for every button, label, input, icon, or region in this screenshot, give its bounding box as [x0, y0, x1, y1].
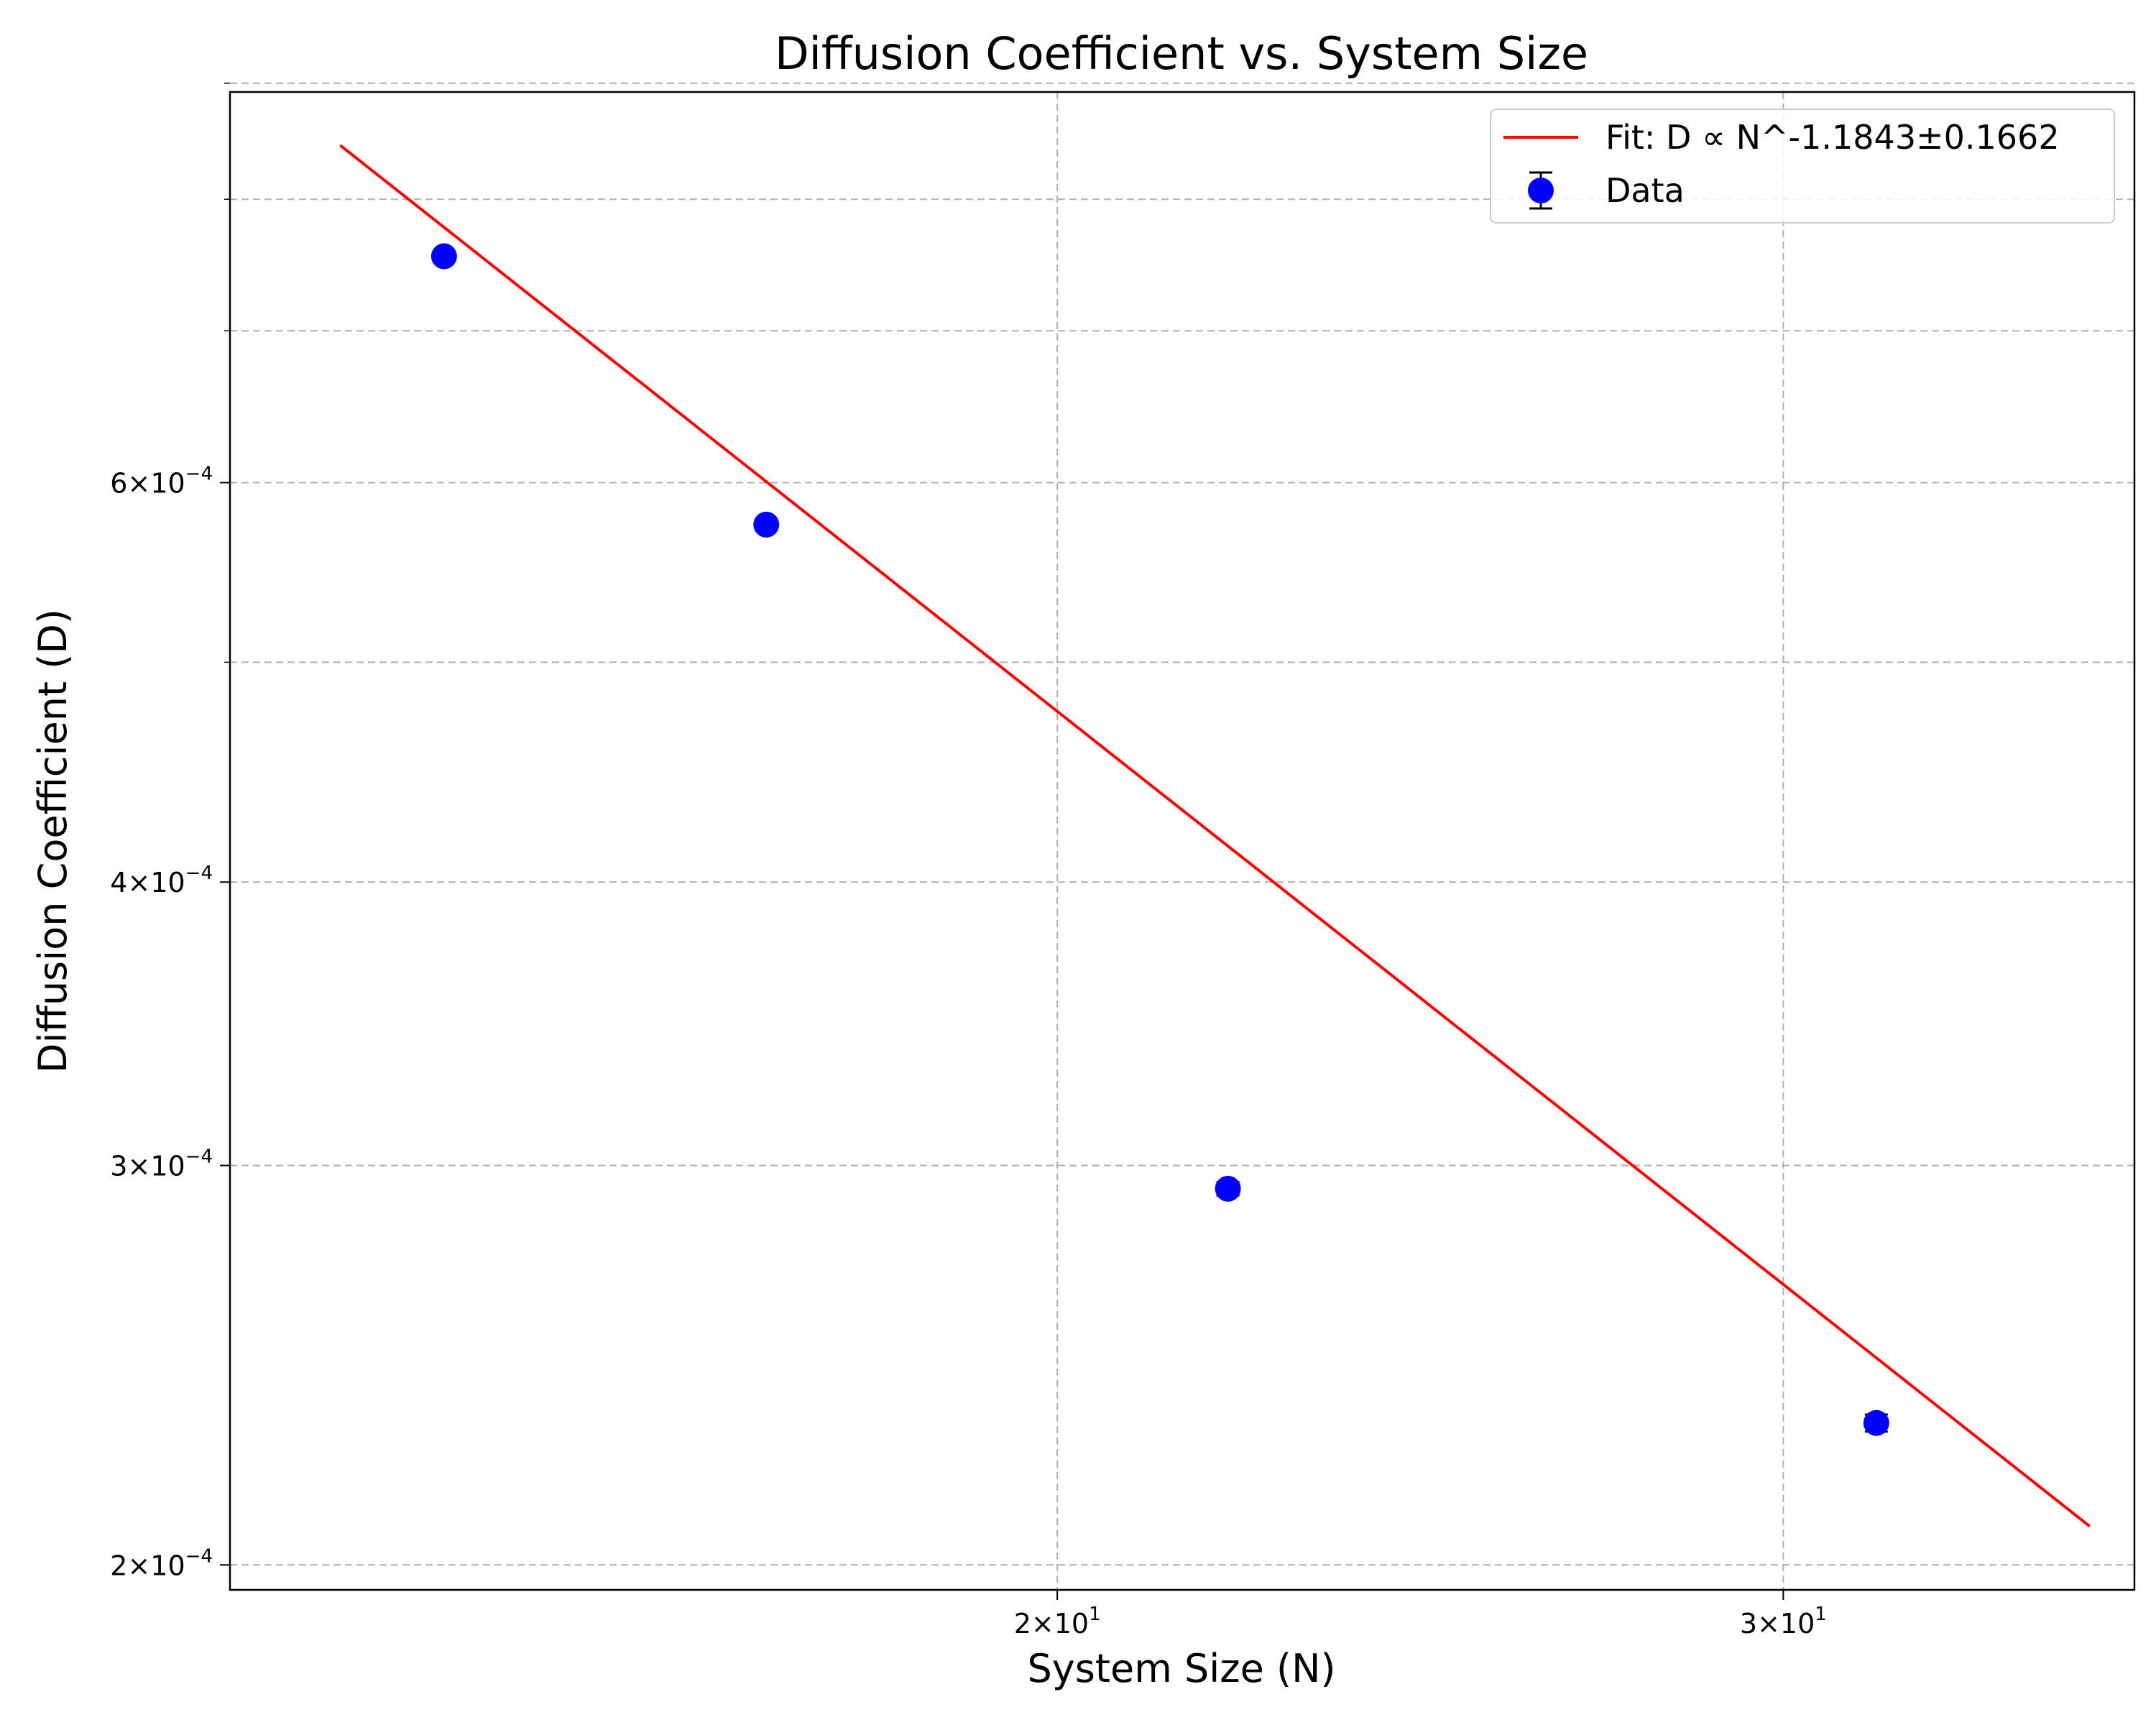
legend: Fit: D ∝ N^-1.1843±0.1662 Data [1490, 109, 2115, 224]
data-point [1863, 1409, 1889, 1436]
x-axis-label: System Size (N) [1027, 1646, 1335, 1691]
y-tick-label: 6×10−4 [110, 464, 213, 500]
series-layer [339, 144, 2091, 1528]
fit-line [339, 144, 2091, 1528]
legend-box [1490, 109, 2115, 224]
data-point [1215, 1175, 1241, 1202]
data-point [753, 511, 780, 538]
plot-frame [229, 91, 2136, 1591]
y-tick-label: 3×10−4 [110, 1146, 213, 1182]
data-point [430, 243, 457, 270]
y-axis-label: Diffusion Coefficient (D) [30, 609, 75, 1073]
y-tick-label: 2×10−4 [110, 1545, 213, 1581]
axis-ticks: 2×101 3×101 2×10−4 3×10−4 4×10−4 6×10−4 [110, 83, 1827, 1639]
legend-data-swatch [1528, 171, 1554, 210]
grid [230, 82, 2134, 1590]
legend-data-label: Data [1606, 171, 1685, 210]
x-tick-label: 2×101 [1014, 1604, 1101, 1639]
y-tick-label: 4×10−4 [110, 862, 213, 898]
legend-fit-label: Fit: D ∝ N^-1.1843±0.1662 [1606, 118, 2060, 157]
x-tick-label: 3×101 [1740, 1604, 1827, 1639]
chart-title: Diffusion Coefficient vs. System Size [775, 27, 1588, 80]
